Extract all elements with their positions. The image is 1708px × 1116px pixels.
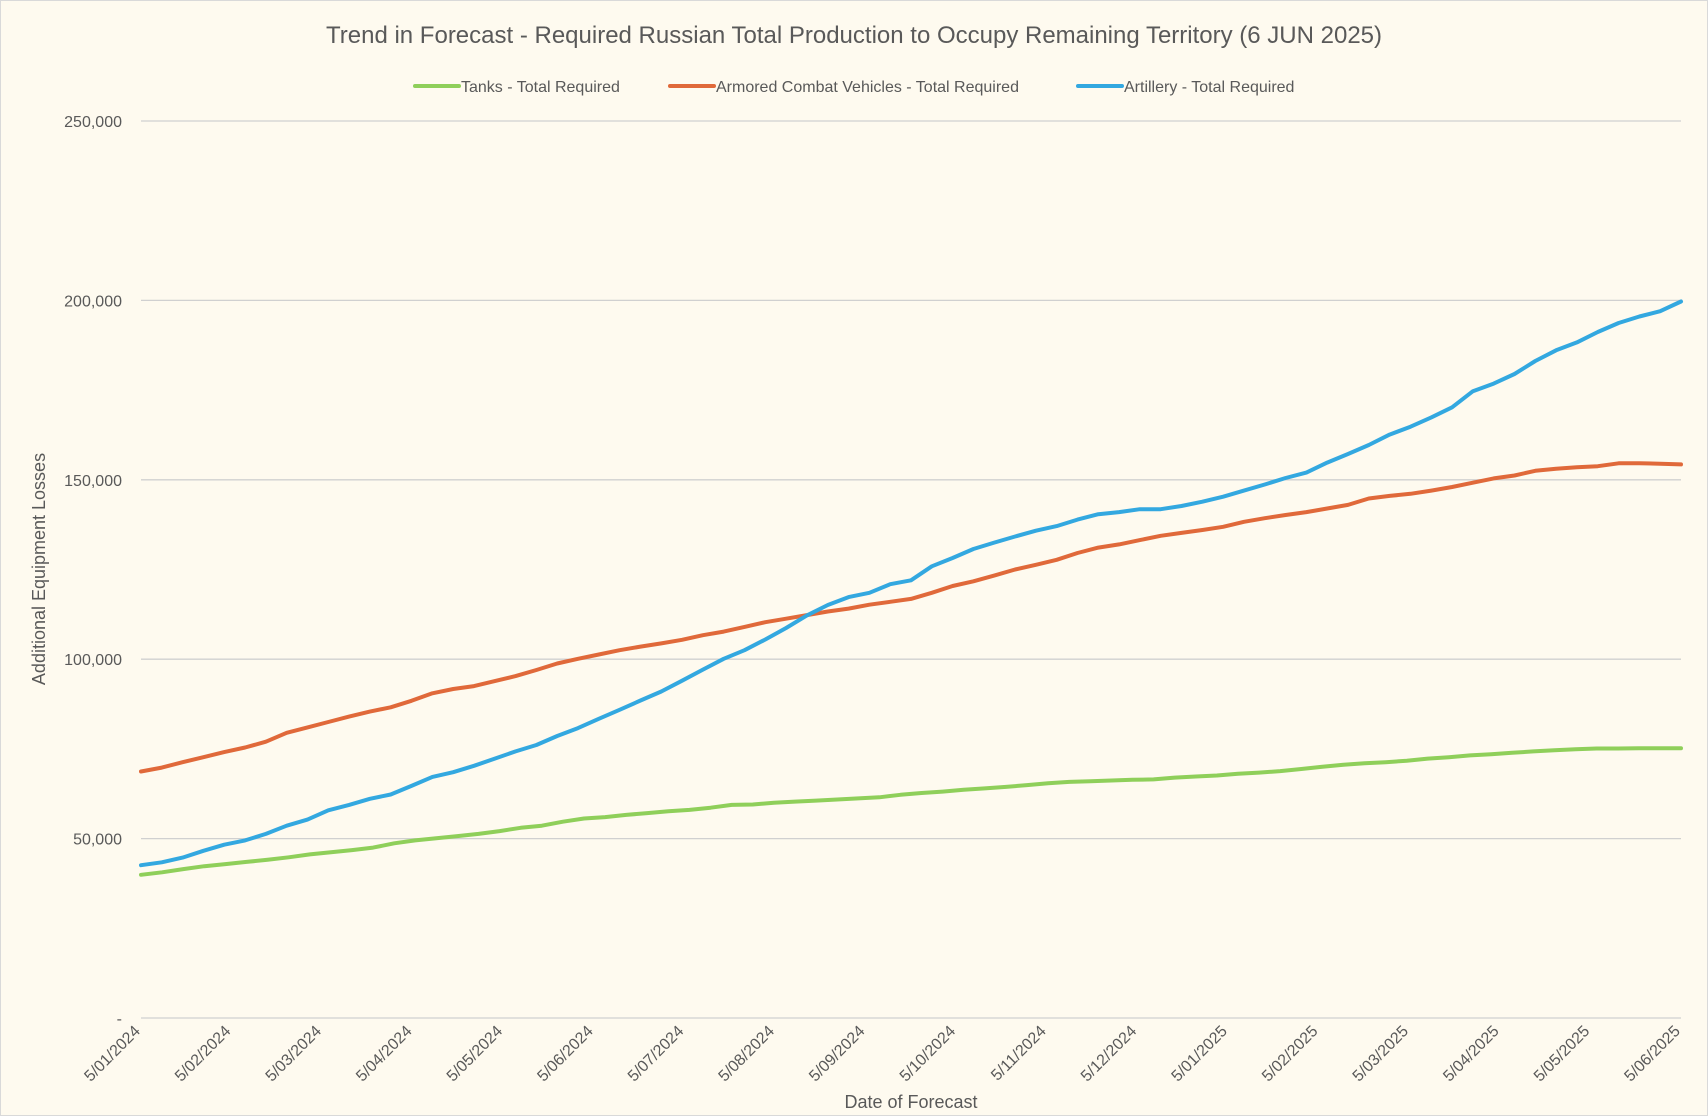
y-axis-label: Additional Equipment Losses	[29, 453, 49, 685]
x-tick-label: 5/04/2024	[353, 1023, 415, 1085]
legend: Tanks - Total Required Armored Combat Veh…	[413, 79, 1294, 96]
y-tick-label: 200,000	[64, 293, 122, 310]
series-lines	[139, 299, 1683, 877]
x-tick-label: 5/05/2024	[444, 1023, 506, 1085]
x-tick-label: 5/07/2024	[625, 1023, 687, 1085]
y-tick-label: 50,000	[73, 832, 122, 849]
y-tick-label: 150,000	[64, 473, 122, 490]
y-tick-label: 250,000	[64, 114, 122, 131]
x-tick-label: 5/02/2024	[172, 1023, 234, 1085]
x-tick-label: 5/06/2025	[1621, 1023, 1683, 1085]
x-tick-label: 5/01/2024	[81, 1023, 143, 1085]
legend-label: Artillery - Total Required	[1124, 79, 1294, 96]
x-tick-label: 5/12/2024	[1078, 1023, 1140, 1085]
legend-label: Armored Combat Vehicles - Total Required	[716, 79, 1019, 96]
series-line-1	[139, 461, 1683, 774]
x-tick-label: 5/05/2025	[1531, 1023, 1593, 1085]
x-tick-label: 5/03/2025	[1350, 1023, 1412, 1085]
legend-label: Tanks - Total Required	[461, 79, 620, 96]
gridlines	[141, 120, 1681, 1019]
y-axis-ticks: - 50,000 100,000 150,000 200,000 250,000	[64, 114, 122, 1028]
series-line-0	[139, 746, 1683, 877]
x-tick-label: 5/03/2024	[263, 1023, 325, 1085]
x-axis-ticks: 5/01/2024 5/02/2024 5/03/2024 5/04/2024 5/05…	[81, 1023, 1683, 1085]
chart-title: Trend in Forecast - Required Russian Tot…	[326, 22, 1382, 49]
series-line-2	[139, 299, 1683, 868]
x-tick-label: 5/09/2024	[806, 1023, 868, 1085]
x-tick-label: 5/06/2024	[534, 1023, 596, 1085]
x-tick-label: 5/11/2024	[988, 1023, 1050, 1085]
y-tick-label: -	[117, 1011, 122, 1028]
y-tick-label: 100,000	[64, 652, 122, 669]
x-tick-label: 5/04/2025	[1440, 1023, 1502, 1085]
x-axis-label: Date of Forecast	[844, 1092, 977, 1112]
x-tick-label: 5/02/2025	[1259, 1023, 1321, 1085]
x-tick-label: 5/10/2024	[897, 1023, 959, 1085]
x-tick-label: 5/01/2025	[1169, 1023, 1231, 1085]
x-tick-label: 5/08/2024	[716, 1023, 778, 1085]
